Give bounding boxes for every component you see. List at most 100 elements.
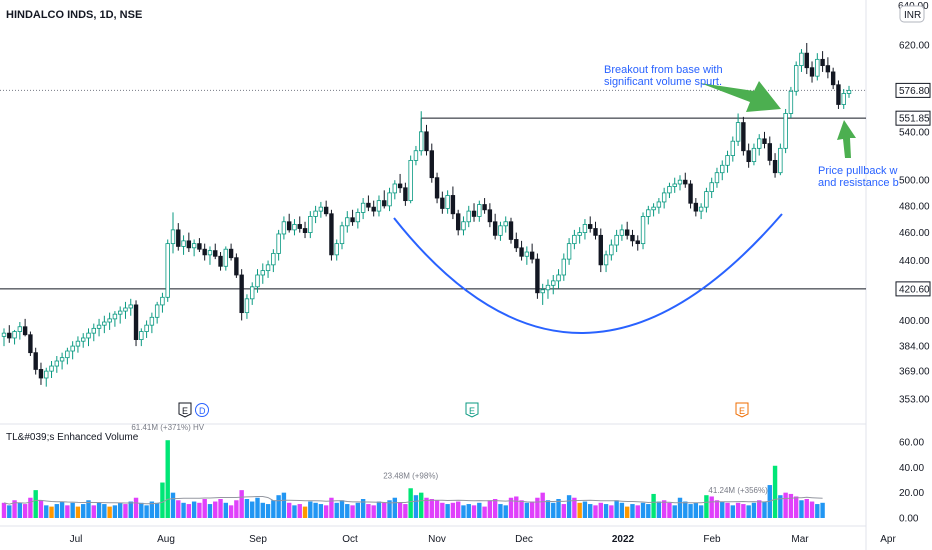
candle: [535, 253, 540, 299]
volume-bar: [566, 495, 572, 518]
candle: [271, 249, 276, 273]
volume-bar: [154, 502, 160, 518]
candle: [355, 208, 361, 229]
candle: [614, 229, 619, 253]
candle: [186, 232, 192, 253]
volume-bar: [714, 500, 720, 518]
candle: [804, 42, 809, 75]
volume-tick-label: 60.00: [899, 438, 924, 449]
candle: [382, 190, 387, 209]
candle-body: [281, 221, 287, 235]
volume-bar: [815, 504, 820, 518]
candle-body: [218, 255, 223, 267]
candle-body: [440, 197, 445, 209]
candle: [339, 221, 345, 250]
candle: [455, 209, 461, 236]
candle-body: [65, 350, 70, 359]
volume-bar: [788, 493, 794, 518]
volume-bar: [577, 502, 582, 518]
volume-bar: [17, 502, 23, 518]
volume-bar: [65, 505, 70, 518]
volume-bar: [281, 492, 287, 518]
candle: [508, 217, 514, 244]
candle-body: [28, 334, 33, 354]
candle-body: [318, 206, 324, 212]
currency-badge[interactable]: [899, 5, 925, 23]
candle: [635, 235, 640, 251]
candle: [308, 211, 313, 239]
candle-body: [33, 352, 38, 370]
candle: [28, 331, 33, 356]
candle-body: [688, 183, 693, 204]
candle-body: [545, 284, 551, 291]
candle-body: [471, 210, 477, 217]
candle-body: [772, 159, 778, 174]
volume-tick-label: 40.00: [899, 463, 924, 474]
candle-body: [582, 224, 588, 234]
candle-body: [799, 52, 804, 67]
last-price-price-tag: 576.80: [895, 82, 931, 98]
candle: [107, 312, 112, 330]
support-price-tag-box: [895, 281, 931, 297]
candle: [524, 246, 530, 265]
volume-bar: [772, 465, 778, 518]
volume-bar: [329, 497, 334, 518]
time-tick-label: Sep: [249, 534, 267, 545]
candle: [704, 187, 709, 213]
volume-bar: [181, 502, 186, 518]
candle-body: [413, 150, 419, 161]
volume-bar: [667, 502, 672, 518]
event-marker[interactable]: E: [178, 402, 192, 418]
volume-callout: 41.24M (+356%): [708, 486, 768, 495]
event-marker[interactable]: D: [195, 403, 209, 417]
volume-bar: [355, 502, 361, 518]
volume-callouts: 61.41M (+371%) HV 23.48M (+98%) 41.24M (+3…: [131, 423, 768, 495]
candle-body: [788, 90, 794, 114]
volume-bar: [12, 500, 17, 518]
candle-body: [741, 122, 746, 152]
volume-bar: [228, 505, 234, 518]
candle: [434, 172, 440, 204]
candle: [815, 53, 820, 81]
breakout-note-line-1: Breakout from base with: [604, 64, 723, 76]
volume-bar: [38, 500, 44, 518]
candle: [450, 186, 456, 220]
volume-bar: [207, 504, 213, 518]
support-price-tag-label: 420.60: [899, 284, 930, 295]
candle: [376, 195, 382, 217]
candle-body: [355, 212, 361, 223]
volume-bar: [255, 497, 260, 518]
candle-body: [630, 234, 635, 242]
candle-body: [836, 84, 841, 105]
volume-bar: [22, 504, 28, 518]
price-tick-label: 480.00: [899, 201, 930, 212]
candle-body: [820, 58, 825, 67]
volume-axis-ticks: 60.00 40.00 20.00 0.00: [899, 438, 924, 525]
candle: [176, 223, 181, 251]
candle-body: [255, 274, 260, 288]
candle-body: [778, 147, 783, 174]
candle-body: [551, 280, 556, 286]
event-marker[interactable]: E: [735, 402, 749, 418]
event-marker[interactable]: E: [465, 402, 479, 418]
candle: [487, 203, 493, 228]
candle: [54, 355, 60, 373]
volume-bar: [49, 506, 54, 518]
breakout-arrow-icon: [700, 81, 781, 112]
volume-bar: [434, 500, 440, 518]
candle: [825, 57, 831, 79]
volume-bar: [260, 502, 265, 518]
candle-body: [434, 177, 440, 199]
candle: [783, 108, 788, 154]
volume-bar: [339, 500, 345, 518]
volume-bar: [635, 505, 640, 518]
candle-body: [572, 234, 577, 245]
candle-body: [91, 327, 96, 334]
candle-body: [38, 369, 44, 379]
candle: [746, 143, 751, 168]
candle: [841, 89, 846, 109]
volume-bar: [44, 505, 49, 518]
volume-bar: [514, 496, 519, 518]
